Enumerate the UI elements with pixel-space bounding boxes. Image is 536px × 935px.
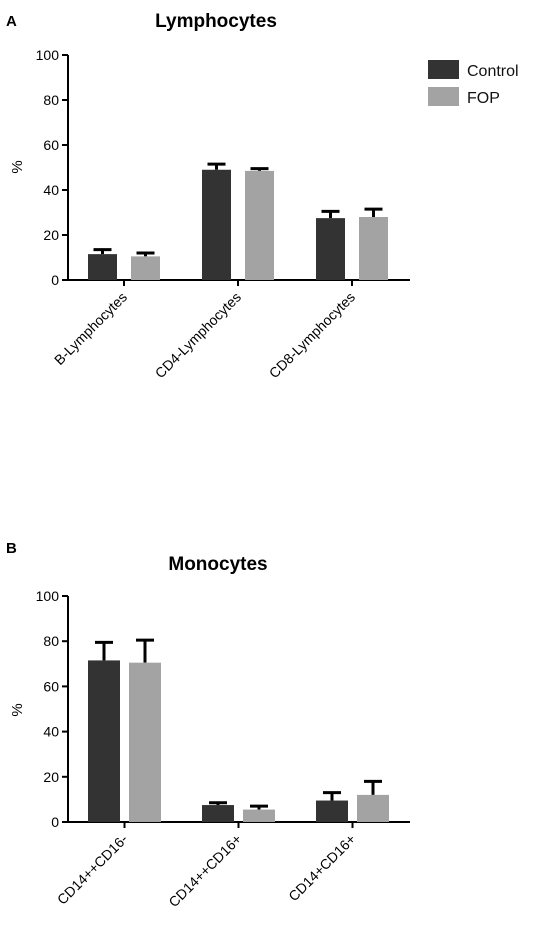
chart-a-category-label: CD8-Lymphocytes (266, 289, 358, 381)
chart-b-bar-control (88, 660, 120, 822)
legend-control-label: Control (467, 63, 519, 80)
panel-b-letter: B (6, 540, 17, 557)
chart-b-category-label: CD14++CD16+ (165, 831, 244, 910)
chart-b-y-tick-label: 80 (43, 633, 59, 649)
chart-b-bar-fop (243, 809, 275, 822)
chart-a-category-label: B-Lymphocytes (51, 289, 130, 368)
panel-a-letter: A (6, 13, 17, 30)
chart-b-bar-control (202, 805, 234, 822)
chart-a-y-tick-label: 80 (43, 92, 59, 108)
chart-a-bar-control (202, 169, 231, 280)
chart-b-bar-control (316, 800, 348, 822)
chart-a-bar-fop (245, 170, 274, 280)
chart-b-title: Monocytes (168, 554, 267, 575)
chart-a-y-tick-label: 60 (43, 137, 59, 153)
legend-control-swatch (428, 60, 459, 79)
chart-b-y-tick-label: 40 (43, 724, 59, 740)
chart-b-category-label: CD14+CD16+ (285, 831, 358, 904)
legend-fop-label: FOP (467, 90, 500, 107)
chart-a-plot: 0 20 40 60 80 100 B-Lymphocytes CD4-Lymphocytes… (36, 47, 410, 381)
chart-a-bar-control (316, 218, 345, 280)
chart-b-y-tick-label: 0 (51, 814, 59, 830)
chart-b-category-label: CD14++CD16- (54, 831, 131, 908)
chart-a-y-tick-label: 40 (43, 182, 59, 198)
chart-b-bar-fop (357, 794, 389, 822)
chart-b-plot: 0 20 40 60 80 100 CD14++CD16- CD14++CD16+ CD14+C… (36, 588, 410, 910)
chart-b-y-tick-label: 100 (36, 588, 60, 604)
chart-a-ylabel: % (9, 160, 26, 173)
chart-a-bar-fop (131, 256, 160, 280)
chart-b-bar-fop (129, 662, 161, 822)
chart-a-category-label: CD4-Lymphocytes (152, 289, 244, 381)
chart-a-bar-fop (359, 217, 388, 280)
chart-a-y-tick-label: 100 (36, 47, 60, 63)
chart-b-ylabel: % (9, 703, 26, 716)
chart-a-y-tick-label: 0 (51, 272, 59, 288)
legend-fop-swatch (428, 87, 459, 106)
chart-a-bar-control (88, 254, 117, 280)
chart-b-y-tick-label: 20 (43, 769, 59, 785)
chart-a-y-tick-label: 20 (43, 227, 59, 243)
chart-b-y-tick-label: 60 (43, 678, 59, 694)
chart-a-title: Lymphocytes (155, 11, 277, 32)
